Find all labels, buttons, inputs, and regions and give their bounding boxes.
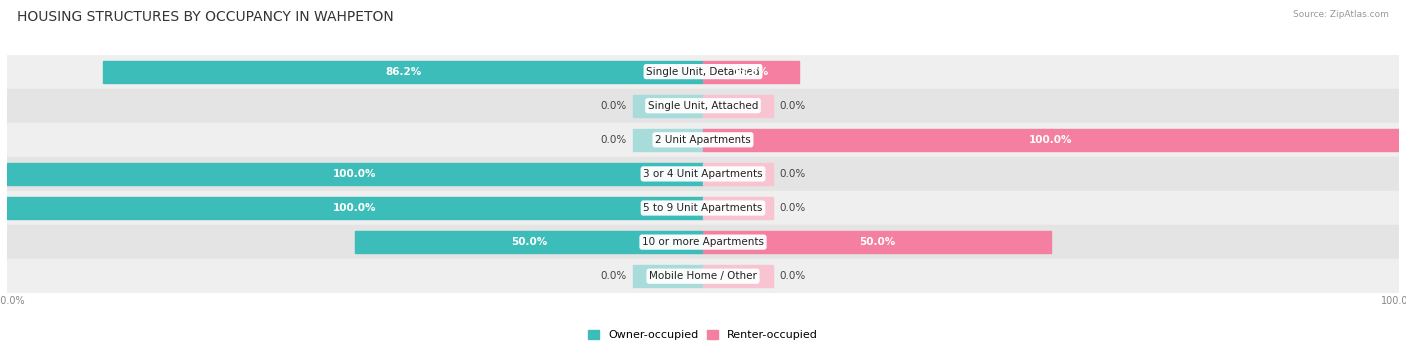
Bar [7,123,1399,157]
Bar [633,95,703,117]
Text: 0.0%: 0.0% [779,169,806,179]
Text: HOUSING STRUCTURES BY OCCUPANCY IN WAHPETON: HOUSING STRUCTURES BY OCCUPANCY IN WAHPE… [17,10,394,24]
Text: 13.8%: 13.8% [733,66,769,77]
Bar [103,61,703,83]
Bar [7,55,1399,89]
Text: 50.0%: 50.0% [510,237,547,247]
Bar [703,129,1399,151]
Text: 100.0%: 100.0% [1029,135,1073,145]
Text: 0.0%: 0.0% [779,271,806,281]
Text: 3 or 4 Unit Apartments: 3 or 4 Unit Apartments [643,169,763,179]
Bar [703,163,773,185]
Text: 0.0%: 0.0% [779,101,806,111]
Text: 0.0%: 0.0% [779,203,806,213]
Text: 86.2%: 86.2% [385,66,422,77]
Text: 0.0%: 0.0% [600,101,627,111]
Bar [703,231,1052,253]
Text: 10 or more Apartments: 10 or more Apartments [643,237,763,247]
Bar [633,265,703,287]
Bar [7,259,1399,293]
Bar [7,163,703,185]
Bar [7,191,1399,225]
Bar [7,157,1399,191]
Text: Mobile Home / Other: Mobile Home / Other [650,271,756,281]
Text: Source: ZipAtlas.com: Source: ZipAtlas.com [1294,10,1389,19]
Legend: Owner-occupied, Renter-occupied: Owner-occupied, Renter-occupied [588,330,818,340]
Text: 0.0%: 0.0% [600,271,627,281]
Text: 100.0%: 100.0% [333,203,377,213]
Bar [703,265,773,287]
Bar [703,197,773,219]
Text: 100.0%: 100.0% [333,169,377,179]
Text: 5 to 9 Unit Apartments: 5 to 9 Unit Apartments [644,203,762,213]
Bar [354,231,703,253]
Bar [7,225,1399,259]
Text: Single Unit, Detached: Single Unit, Detached [647,66,759,77]
Bar [7,197,703,219]
Text: 50.0%: 50.0% [859,237,896,247]
Bar [703,61,799,83]
Text: 2 Unit Apartments: 2 Unit Apartments [655,135,751,145]
Bar [633,129,703,151]
Text: Single Unit, Attached: Single Unit, Attached [648,101,758,111]
Bar [7,89,1399,123]
Text: 0.0%: 0.0% [600,135,627,145]
Bar [703,95,773,117]
